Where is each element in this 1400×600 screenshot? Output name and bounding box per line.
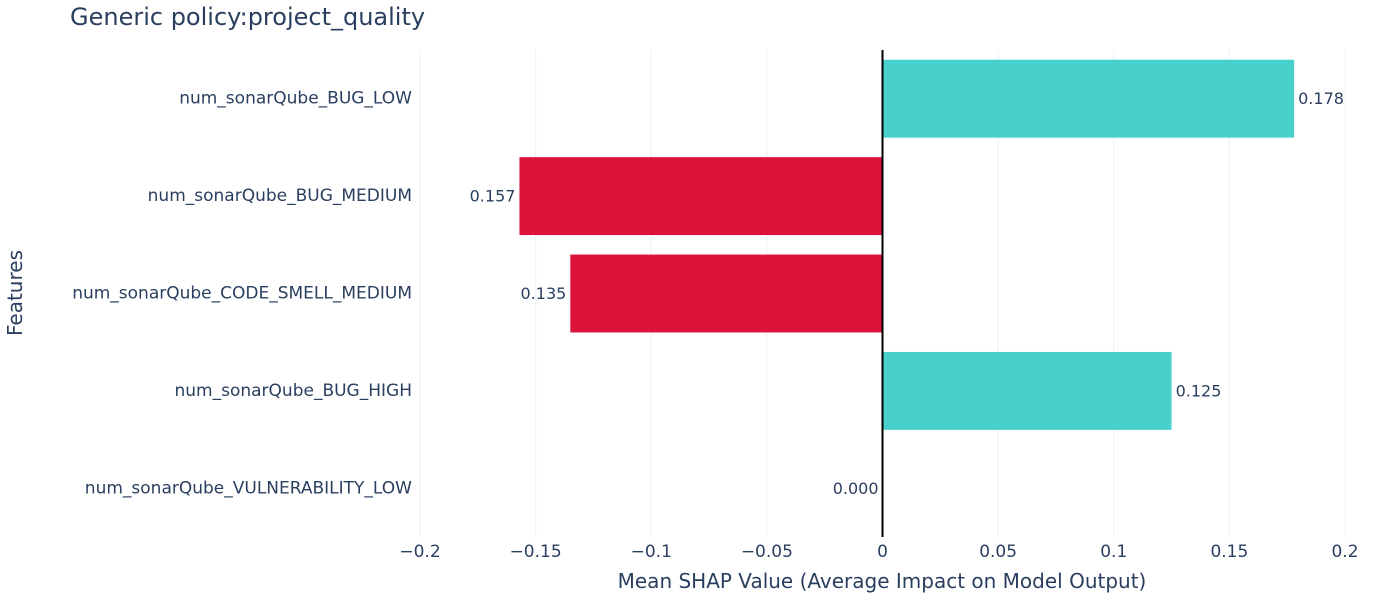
data-labels: 0.178 0.157 0.135 0.125 0.000 (470, 89, 1344, 498)
x-tick-label-7: 0.15 (1210, 542, 1248, 562)
data-label-4: 0.000 (833, 479, 879, 498)
data-label-3: 0.125 (1176, 381, 1222, 400)
data-label-0: 0.178 (1298, 89, 1344, 108)
category-label-1: num_sonarQube_BUG_MEDIUM (148, 186, 412, 206)
category-label-2: num_sonarQube_CODE_SMELL_MEDIUM (72, 284, 412, 304)
data-label-1: 0.157 (470, 187, 516, 206)
x-tick-label-6: 0.1 (1100, 542, 1127, 562)
bars-layer (519, 59, 1295, 528)
category-label-0: num_sonarQube_BUG_LOW (179, 89, 412, 109)
x-tick-labels: −0.2 −0.15 −0.1 −0.05 0 0.05 0.1 0.15 0.2 (399, 542, 1358, 562)
x-tick-label-4: 0 (877, 542, 888, 562)
category-labels: num_sonarQube_BUG_LOW num_sonarQube_BUG_M… (72, 89, 412, 499)
x-tick-label-8: 0.2 (1331, 542, 1358, 562)
category-label-3: num_sonarQube_BUG_HIGH (175, 381, 413, 401)
x-axis-title: Mean SHAP Value (Average Impact on Model… (618, 569, 1147, 593)
bar-1 (519, 157, 883, 236)
data-label-2: 0.135 (521, 284, 567, 303)
bar-0 (882, 59, 1295, 138)
y-axis-title: Features (3, 250, 27, 336)
x-tick-label-5: 0.05 (979, 542, 1017, 562)
bar-3 (882, 351, 1172, 430)
x-tick-label-2: −0.1 (631, 542, 672, 562)
x-tick-label-1: −0.15 (510, 542, 562, 562)
chart-title: Generic policy:project_quality (70, 3, 425, 31)
category-label-4: num_sonarQube_VULNERABILITY_LOW (85, 478, 412, 498)
bar-2 (570, 254, 883, 333)
x-tick-label-3: −0.05 (741, 542, 793, 562)
x-tick-label-0: −0.2 (399, 542, 440, 562)
